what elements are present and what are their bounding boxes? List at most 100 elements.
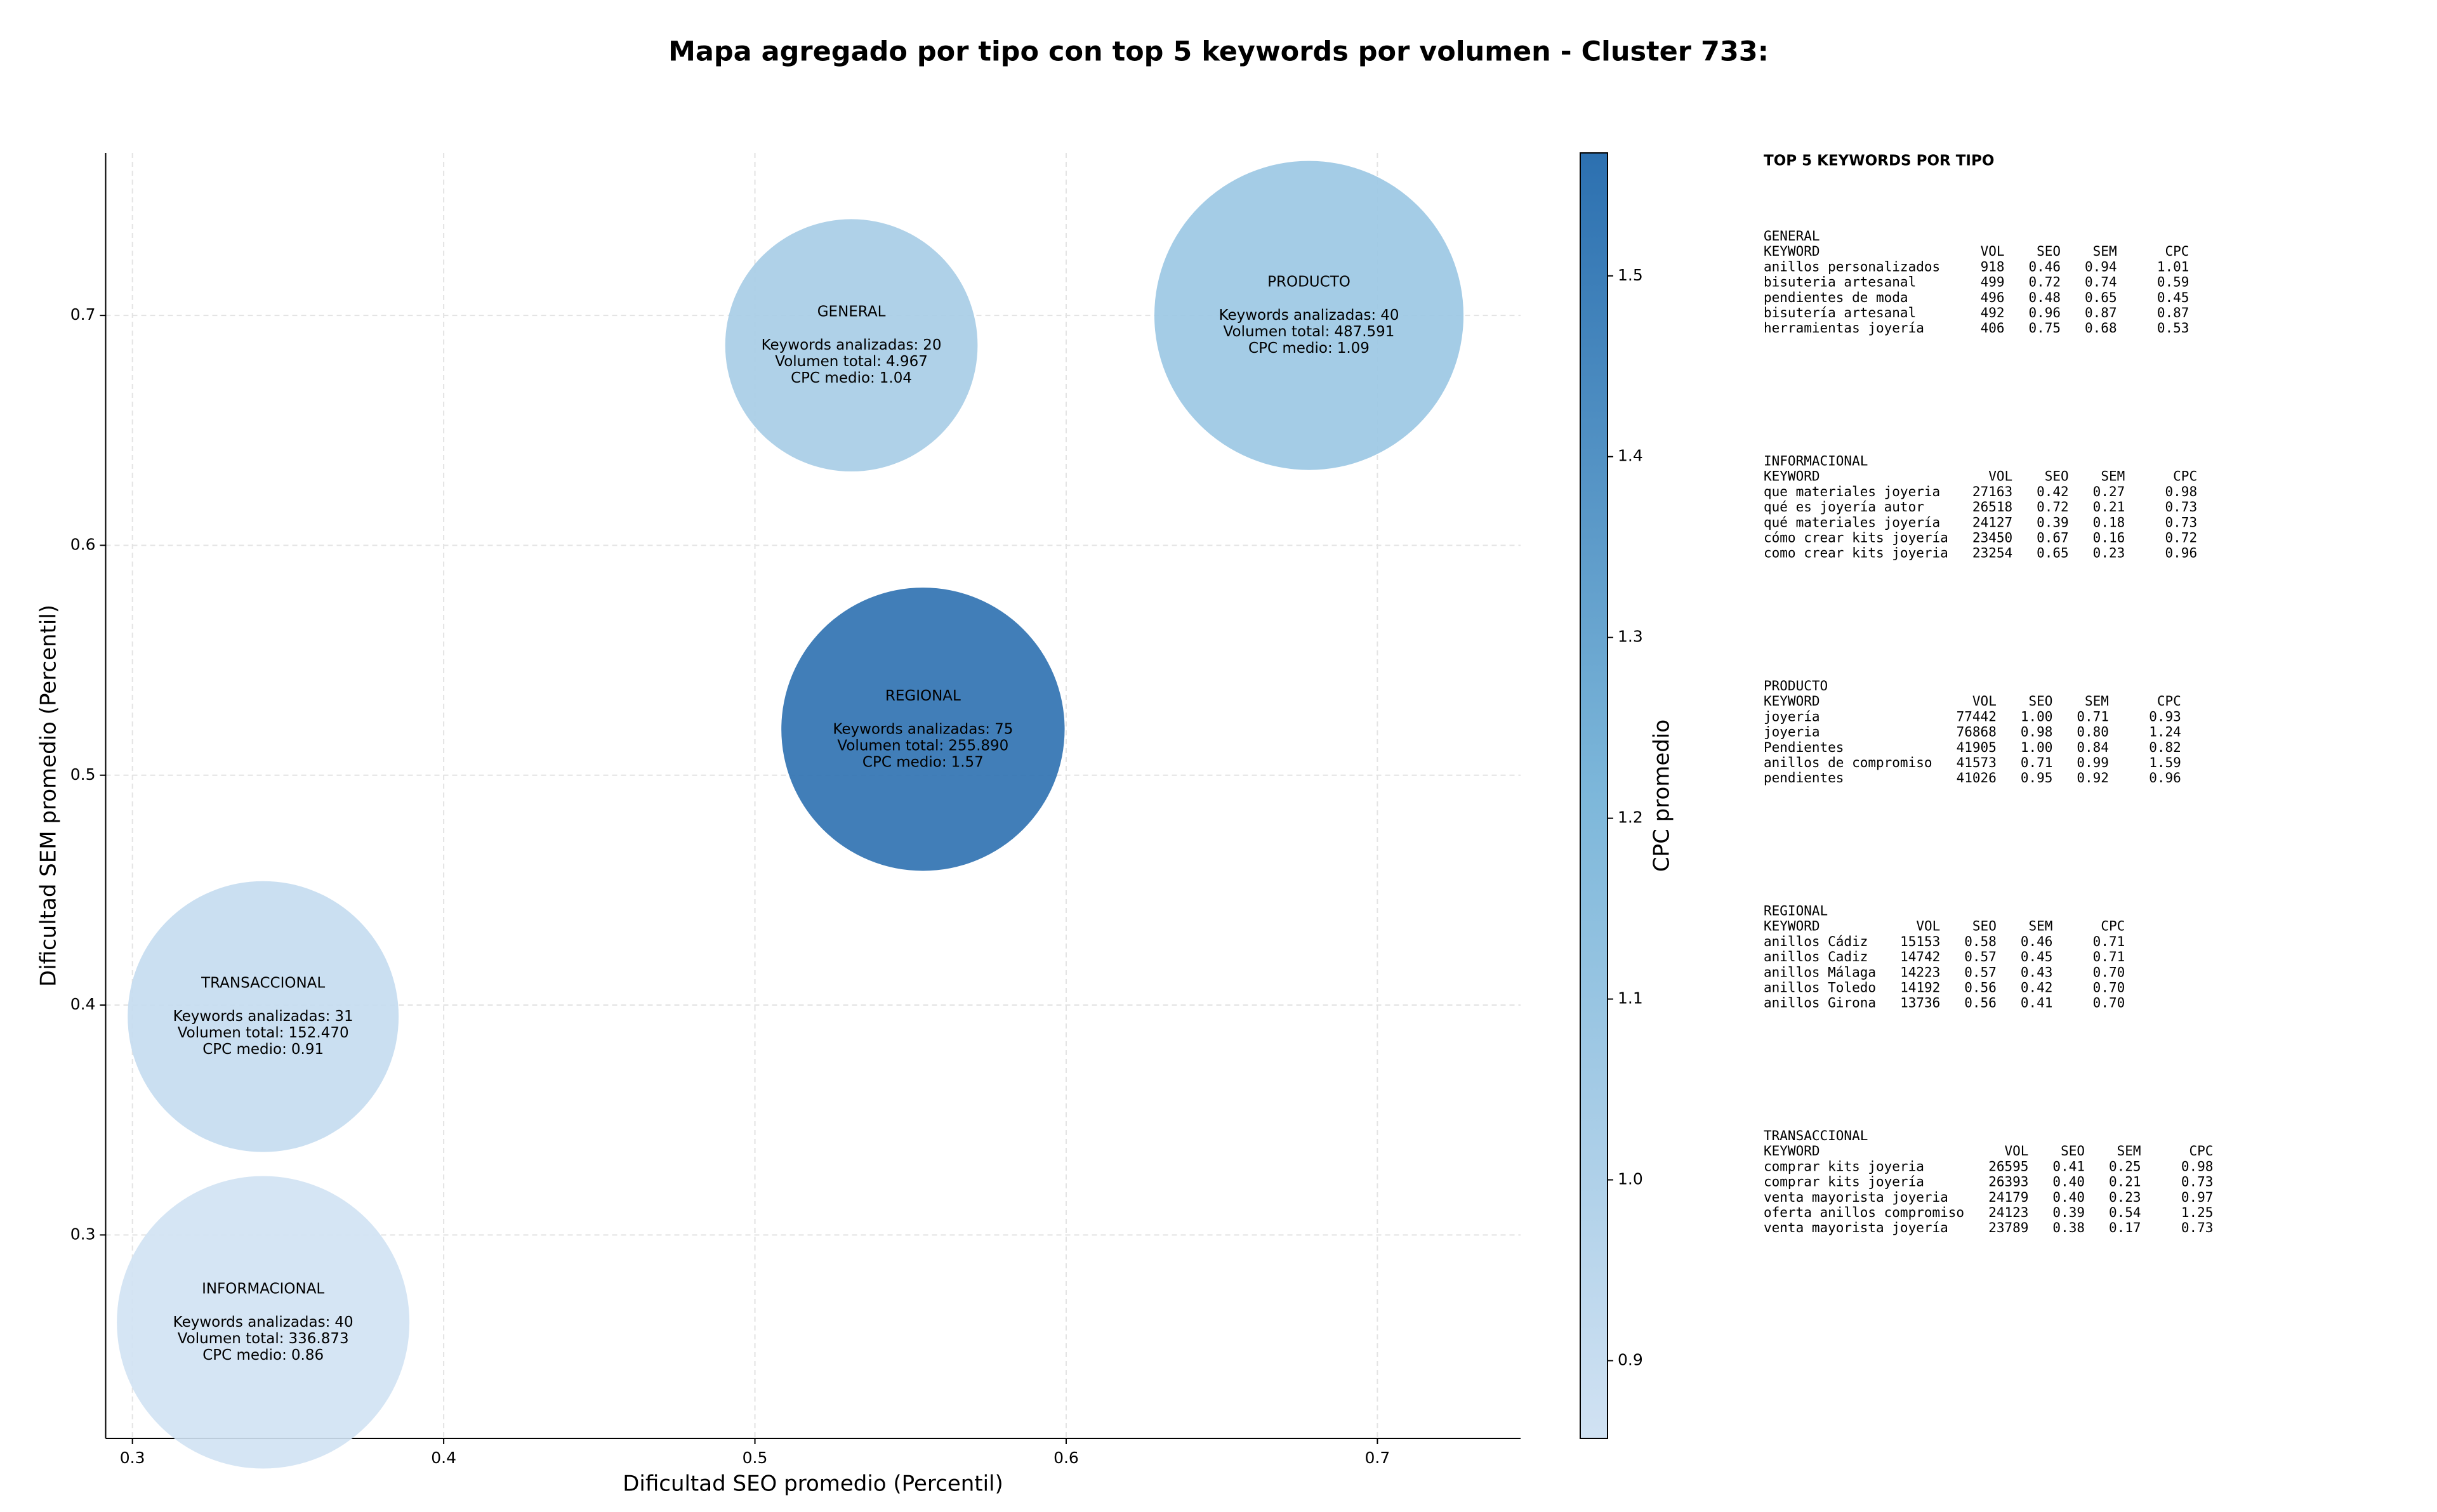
- table-header: VOL: [1981, 244, 2005, 259]
- bubble-annotation: Keywords analizadas: 20: [762, 337, 942, 353]
- bubble-name: PRODUCTO: [1267, 274, 1351, 291]
- table-header: SEM: [2093, 244, 2117, 259]
- y-axis-label: Dificultad SEM promedio (Percentil): [36, 605, 62, 987]
- table-cell: 0.99: [2077, 755, 2109, 770]
- table-header: SEM: [2085, 694, 2109, 709]
- table-cell: 0.38: [2052, 1220, 2085, 1235]
- bubble: [128, 881, 399, 1152]
- annotation-value: 1.57: [951, 754, 984, 770]
- y-tick-label: 0.7: [70, 305, 96, 324]
- annotation-value: 255.890: [948, 737, 1008, 754]
- y-tick-label: 0.6: [70, 535, 96, 553]
- table-cell: 0.18: [2093, 515, 2125, 530]
- table-cell: 0.97: [2181, 1190, 2214, 1205]
- table-cell: herramientas joyería: [1764, 320, 1924, 336]
- table-cell: pendientes: [1764, 770, 1844, 786]
- table-cell: 0.27: [2093, 484, 2125, 499]
- table-cell: Pendientes: [1764, 740, 1844, 755]
- annotation-prefix: CPC medio:: [862, 754, 947, 770]
- table-cell: como crear kits joyeria: [1764, 546, 1948, 561]
- table-cell: 406: [1981, 320, 2005, 336]
- table-header: KEYWORD: [1764, 244, 1820, 259]
- panel-title: TOP 5 KEYWORDS POR TIPO: [1764, 153, 1994, 169]
- table-cell: 0.16: [2093, 530, 2125, 546]
- table-cell: 0.87: [2085, 305, 2117, 320]
- table-cell: 23254: [1972, 546, 2012, 561]
- table-cell: comprar kits joyeria: [1764, 1159, 1924, 1174]
- colorbar-tick-label: 1.4: [1618, 447, 1643, 465]
- colorbar-tick-label: 0.9: [1618, 1350, 1643, 1369]
- x-tick-label: 0.4: [431, 1449, 456, 1467]
- table-cell: 0.94: [2085, 259, 2117, 274]
- table-cell: 23450: [1972, 530, 2012, 546]
- table-cell: 0.98: [2021, 725, 2053, 740]
- table-cell: 0.70: [2093, 964, 2125, 980]
- table-title: INFORMACIONAL: [1764, 454, 1868, 469]
- table-cell: 0.54: [2109, 1205, 2141, 1220]
- colorbar-tick-label: 1.0: [1618, 1170, 1643, 1188]
- bubble-annotation: CPC medio: 1.04: [791, 370, 912, 386]
- table-cell: 0.39: [2052, 1205, 2085, 1220]
- table-cell: 0.75: [2028, 320, 2061, 336]
- bubble-name: TRANSACCIONAL: [201, 975, 325, 992]
- table-header: SEO: [2045, 469, 2069, 484]
- bubble-name: GENERAL: [817, 304, 886, 320]
- table-cell: 1.59: [2149, 755, 2181, 770]
- annotation-value: 336.873: [288, 1331, 348, 1347]
- x-tick-label: 0.3: [120, 1449, 145, 1467]
- table-cell: 26518: [1972, 499, 2012, 515]
- table-header: CPC: [2173, 469, 2197, 484]
- bubble-annotation: CPC medio: 0.91: [202, 1041, 324, 1058]
- bubble-annotation: Keywords analizadas: 40: [173, 1314, 353, 1331]
- table-cell: cómo crear kits joyería: [1764, 530, 1948, 546]
- table-cell: 0.23: [2093, 546, 2125, 561]
- annotation-prefix: Volumen total:: [178, 1331, 284, 1347]
- table-cell: 0.56: [1964, 980, 1997, 996]
- table-cell: venta mayorista joyeria: [1764, 1190, 1948, 1205]
- table-cell: 0.17: [2109, 1220, 2141, 1235]
- table-header: KEYWORD: [1764, 1143, 1820, 1159]
- table-cell: que materiales joyeria: [1764, 484, 1940, 499]
- table-cell: 26393: [1988, 1174, 2028, 1190]
- table-cell: 26595: [1988, 1159, 2028, 1174]
- table-cell: 0.41: [2021, 996, 2053, 1011]
- annotation-prefix: Keywords analizadas:: [173, 1008, 331, 1025]
- table-cell: oferta anillos compromiso: [1764, 1205, 1964, 1220]
- bubble-name: REGIONAL: [885, 688, 961, 704]
- colorbar-tick-label: 1.2: [1618, 808, 1643, 827]
- table-cell: 14223: [1900, 964, 1940, 980]
- table-cell: 14192: [1900, 980, 1940, 996]
- annotation-prefix: Keywords analizadas:: [173, 1314, 331, 1331]
- table-cell: 0.39: [2037, 515, 2069, 530]
- table-cell: anillos Toledo: [1764, 980, 1876, 996]
- table-cell: 0.92: [2077, 770, 2109, 786]
- table-cell: bisuteria artesanal: [1764, 275, 1916, 290]
- table-cell: 23789: [1988, 1220, 2028, 1235]
- table-cell: 27163: [1972, 484, 2012, 499]
- table-cell: anillos Cádiz: [1764, 934, 1868, 949]
- table-cell: 0.65: [2085, 290, 2117, 305]
- colorbar-tick-label: 1.1: [1618, 989, 1643, 1008]
- annotation-prefix: Keywords analizadas:: [1219, 307, 1377, 324]
- table-cell: 0.45: [2157, 290, 2189, 305]
- table-cell: 0.41: [2052, 1159, 2085, 1174]
- table-cell: 496: [1981, 290, 2005, 305]
- chart-title: Mapa agregado por tipo con top 5 keyword…: [668, 36, 1769, 68]
- annotation-prefix: Volumen total:: [178, 1025, 284, 1041]
- table-cell: 0.71: [2093, 934, 2125, 949]
- table-header: CPC: [2189, 1143, 2213, 1159]
- table-cell: 0.58: [1964, 934, 1997, 949]
- table-cell: 0.93: [2149, 709, 2181, 724]
- table-cell: 0.21: [2093, 499, 2125, 515]
- table-cell: 0.80: [2077, 725, 2109, 740]
- table-header: SEO: [2037, 244, 2061, 259]
- table-header: CPC: [2101, 919, 2125, 934]
- table-cell: 0.46: [2028, 259, 2061, 274]
- table-cell: anillos Cadiz: [1764, 949, 1868, 964]
- table-cell: 0.84: [2077, 740, 2109, 755]
- annotation-value: 40: [334, 1314, 353, 1331]
- table-cell: qué es joyería autor: [1764, 499, 1924, 515]
- bubble: [117, 1176, 410, 1469]
- bubble: [781, 588, 1065, 871]
- annotation-value: 20: [923, 337, 941, 353]
